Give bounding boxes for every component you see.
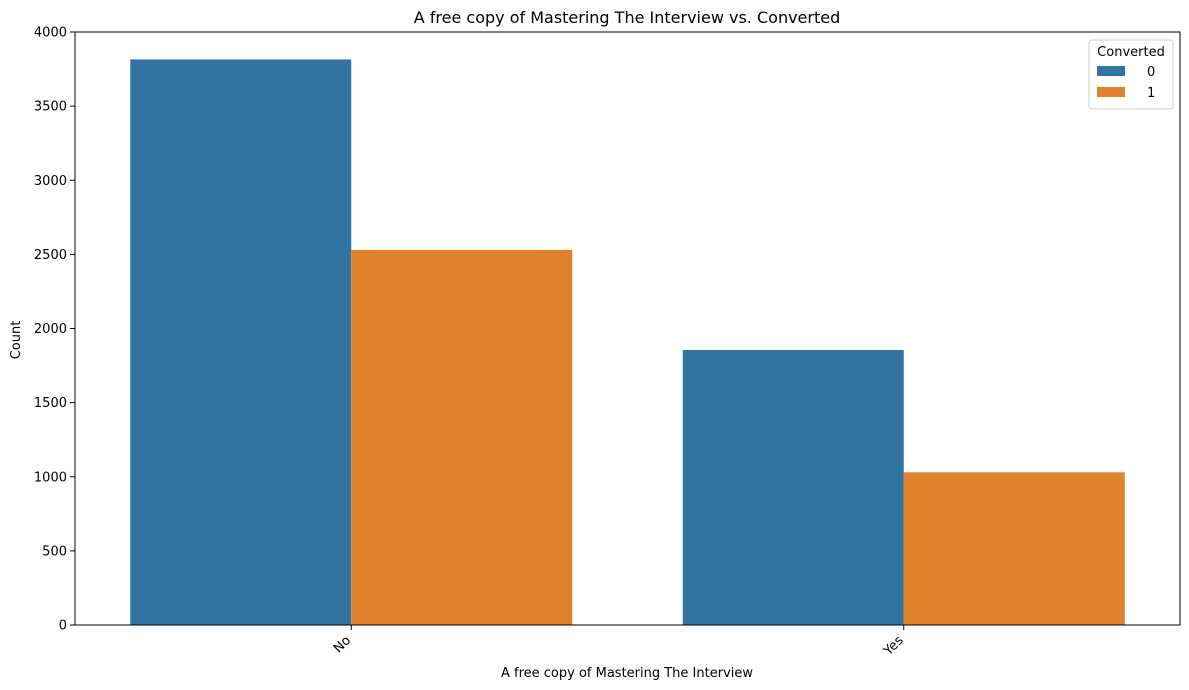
- legend: Converted 0 1: [1088, 39, 1174, 110]
- y-tick-label: 2000: [34, 322, 67, 337]
- y-axis-label: Count: [9, 321, 24, 360]
- y-tick-label: 1000: [34, 470, 67, 485]
- legend-swatch-1: [1097, 87, 1125, 97]
- legend-title: Converted: [1097, 45, 1165, 60]
- legend-label-0: 0: [1147, 65, 1155, 80]
- bar-yes-series-0: [682, 349, 904, 625]
- x-tick-label: No: [331, 633, 354, 656]
- y-tick-label: 3500: [34, 100, 67, 115]
- x-axis: No Yes: [331, 625, 907, 659]
- y-tick-label: 500: [42, 544, 67, 559]
- y-tick-label: 1500: [34, 396, 67, 411]
- x-tick-label: Yes: [880, 633, 906, 659]
- y-axis: 0 500 1000 1500 2000 2500 3000 3500 4000: [34, 26, 75, 634]
- legend-swatch-0: [1097, 66, 1125, 76]
- y-tick-label: 4000: [34, 26, 67, 41]
- x-axis-label: A free copy of Mastering The Interview: [501, 666, 753, 681]
- y-tick-label: 3000: [34, 174, 67, 189]
- bar-no-series-0: [130, 59, 352, 625]
- chart-title: A free copy of Mastering The Interview v…: [414, 8, 841, 27]
- bar-yes-series-1: [903, 472, 1125, 625]
- bars: [130, 59, 1125, 626]
- plot-frame: [74, 31, 1181, 626]
- legend-label-1: 1: [1147, 86, 1155, 101]
- y-tick-label: 2500: [34, 248, 67, 263]
- bar-no-series-1: [351, 249, 573, 626]
- y-tick-label: 0: [59, 619, 67, 634]
